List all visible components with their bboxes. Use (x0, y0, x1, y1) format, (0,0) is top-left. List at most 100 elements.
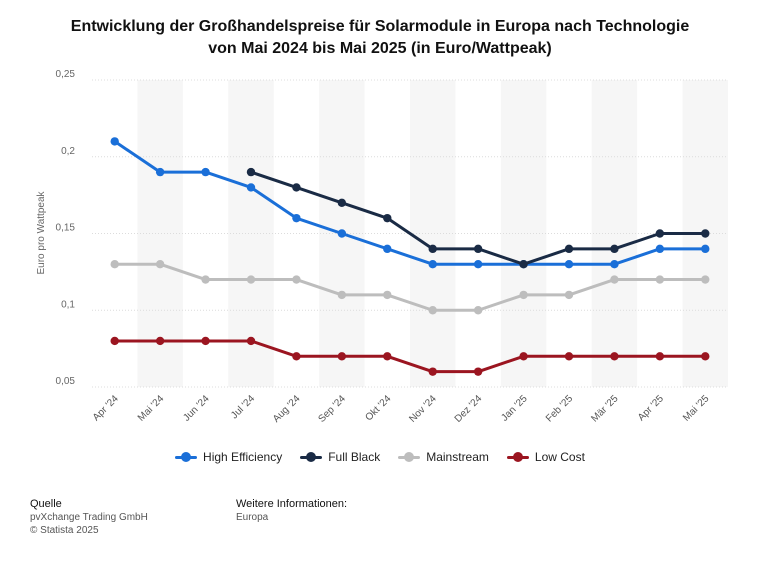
data-point-low-cost (428, 367, 437, 376)
data-point-high-efficiency (701, 244, 710, 254)
legend-label: Mainstream (426, 450, 489, 464)
legend-label: High Efficiency (203, 450, 283, 464)
data-point-high-efficiency (292, 213, 301, 223)
y-tick-label: 0,1 (61, 299, 75, 310)
x-tick-label: Dez '24 (453, 393, 485, 425)
line-chart: 0,05 0,1 0,15 0,2 0,25 Apr '24 Mai '24 Jun '24… (36, 69, 728, 425)
series-line-low-cost (113, 339, 707, 374)
data-point-low-cost (473, 367, 483, 376)
data-point-high-efficiency (610, 260, 619, 269)
x-tick-label: Jan '25 (499, 393, 530, 424)
data-point-low-cost (701, 352, 710, 361)
x-tick-label: Mai '25 (681, 393, 712, 424)
data-point-full-black (610, 244, 619, 254)
column-band (410, 80, 456, 387)
footer-info: Weitere Informationen: Europa (236, 498, 347, 524)
data-point-full-black (246, 167, 256, 177)
legend-marker-icon (175, 451, 198, 463)
data-point-high-efficiency (428, 260, 437, 269)
data-point-mainstream (428, 306, 437, 315)
copyright: © Statista 2025 (30, 525, 99, 536)
x-tick-label: Sep '24 (316, 393, 348, 425)
y-tick-label: 0,25 (56, 69, 76, 80)
source-heading: Quelle (30, 498, 62, 510)
series-line-mainstream (113, 262, 707, 312)
data-point-high-efficiency (383, 244, 392, 254)
series-low-cost (110, 336, 710, 376)
data-point-mainstream (655, 275, 665, 284)
data-point-mainstream (246, 275, 256, 284)
legend-item-low-cost[interactable]: Low Cost (506, 450, 585, 464)
legend-item-mainstream[interactable]: Mainstream (398, 450, 489, 464)
x-tick-label: Nov '24 (407, 393, 439, 425)
y-axis-label: Euro pro Wattpeak (36, 191, 47, 275)
chart-title-line-2: von Mai 2024 bis Mai 2025 (in Euro/Wattp… (208, 40, 552, 57)
data-point-mainstream (564, 290, 574, 300)
data-point-high-efficiency (337, 229, 347, 238)
data-point-low-cost (655, 352, 665, 361)
data-point-low-cost (610, 352, 619, 361)
x-tick-label: Apr '25 (636, 393, 666, 423)
x-tick-label: Jun '24 (181, 393, 212, 424)
y-tick-label: 0,15 (56, 223, 76, 234)
data-point-high-efficiency (246, 183, 256, 192)
data-point-low-cost (155, 336, 165, 346)
data-point-full-black (519, 260, 528, 269)
legend-marker-icon (506, 451, 529, 463)
data-point-high-efficiency (564, 260, 574, 269)
data-point-mainstream (519, 290, 528, 300)
series-full-black (246, 167, 710, 269)
column-band (137, 80, 183, 387)
y-tick-label: 0,05 (56, 376, 76, 387)
data-point-low-cost (292, 352, 301, 361)
data-point-low-cost (201, 336, 210, 346)
legend-label: Low Cost (534, 450, 585, 464)
data-point-mainstream (155, 260, 165, 269)
x-tick-label: Aug '24 (271, 393, 303, 425)
data-point-mainstream (383, 290, 392, 300)
series-lines (110, 137, 710, 376)
data-point-low-cost (383, 352, 392, 361)
info-heading: Weitere Informationen: (236, 498, 348, 510)
info-region: Europa (236, 512, 269, 523)
x-tick-label: Apr '24 (91, 393, 121, 423)
x-tick-label: Okt '24 (363, 393, 393, 423)
data-point-mainstream (701, 275, 710, 284)
data-point-mainstream (292, 275, 301, 284)
legend-label: Full Black (328, 450, 381, 464)
legend-item-full-black[interactable]: Full Black (300, 450, 380, 464)
x-tick-label: Jul '24 (229, 393, 257, 421)
data-point-high-efficiency (155, 167, 165, 177)
footer-source: Quelle pvXchange Trading GmbH © Statista… (30, 498, 148, 537)
data-point-full-black (383, 213, 392, 223)
data-point-low-cost (110, 336, 119, 346)
legend-marker-icon (300, 451, 323, 463)
data-point-full-black (701, 229, 710, 238)
legend-marker-icon (398, 451, 421, 463)
chart-title-line-1: Entwicklung der Großhandelspreise für So… (70, 18, 690, 35)
data-point-high-efficiency (473, 260, 483, 269)
data-point-mainstream (201, 275, 210, 284)
chart-title: Entwicklung der Großhandelspreise für So… (30, 16, 730, 60)
y-tick-label: 0,2 (61, 146, 75, 157)
data-point-high-efficiency (201, 167, 210, 177)
data-point-low-cost (519, 352, 528, 361)
data-point-full-black (292, 183, 301, 192)
data-point-full-black (473, 244, 483, 254)
legend-item-high-efficiency[interactable]: High Efficiency (175, 450, 282, 464)
data-point-full-black (428, 244, 437, 254)
series-mainstream (110, 260, 710, 315)
source-name: pvXchange Trading GmbH (30, 512, 148, 523)
data-point-high-efficiency (110, 137, 119, 146)
x-tick-labels: Apr '24 Mai '24 Jun '24 Jul '24 Aug '24 Sep '… (91, 393, 712, 425)
data-point-low-cost (246, 336, 256, 346)
column-band (500, 80, 547, 387)
y-tick-labels: 0,05 0,1 0,15 0,2 0,25 (56, 69, 76, 387)
data-point-low-cost (564, 352, 574, 361)
data-point-full-black (564, 244, 574, 254)
data-point-mainstream (110, 260, 119, 269)
data-point-mainstream (337, 290, 347, 300)
chart-legend: High Efficiency Full Black Mainstream Low C… (0, 450, 760, 464)
x-tick-label: Mär '25 (589, 393, 620, 424)
data-point-mainstream (610, 275, 619, 284)
